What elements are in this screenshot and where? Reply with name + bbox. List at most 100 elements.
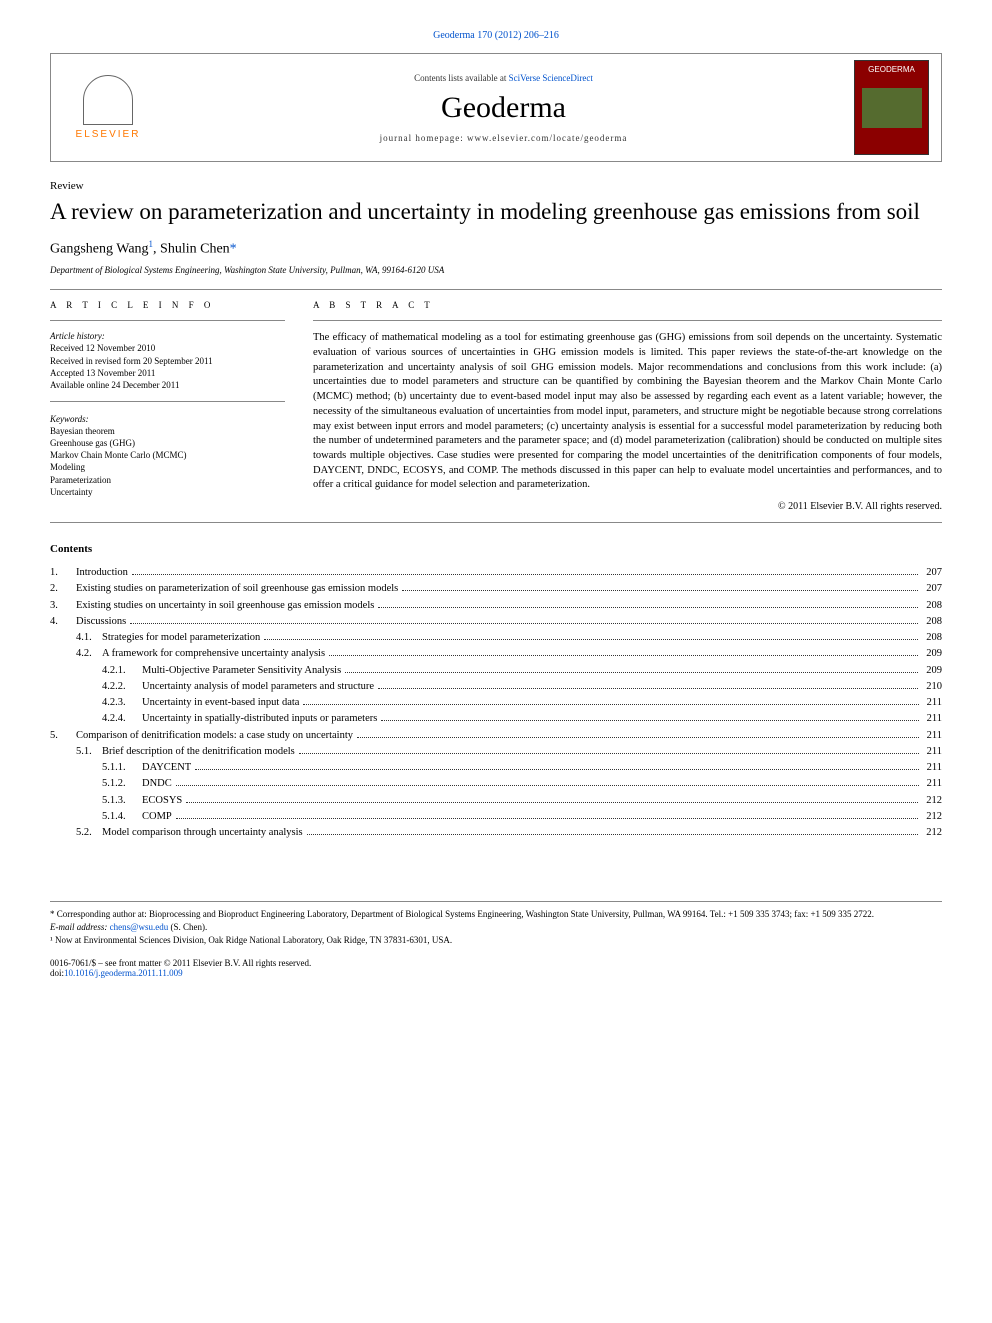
toc-page: 211	[923, 728, 942, 744]
toc-title: ECOSYS	[142, 793, 182, 809]
contents-available: Contents lists available at SciVerse Sci…	[153, 73, 854, 83]
toc-number: 5.1.3.	[50, 793, 142, 809]
toc-number: 5.2.	[50, 825, 102, 841]
toc-row: 3.Existing studies on uncertainty in soi…	[50, 598, 942, 614]
toc-number: 2.	[50, 581, 76, 597]
doi-link[interactable]: 10.1016/j.geoderma.2011.11.009	[64, 968, 183, 978]
header-center: Contents lists available at SciVerse Sci…	[153, 73, 854, 143]
toc-title: A framework for comprehensive uncertaint…	[102, 646, 325, 662]
abstract-col: A B S T R A C T The efficacy of mathemat…	[313, 300, 942, 512]
journal-homepage: journal homepage: www.elsevier.com/locat…	[153, 133, 854, 143]
cover-thumbnail: GEODERMA	[854, 60, 929, 155]
info-abstract-row: A R T I C L E I N F O Article history: R…	[50, 300, 942, 512]
email-label: E-mail address:	[50, 922, 110, 932]
toc-page: 207	[922, 565, 942, 581]
toc-title: Existing studies on parameterization of …	[76, 581, 398, 597]
cover-image-icon	[862, 88, 922, 128]
toc-row: 4.2.A framework for comprehensive uncert…	[50, 646, 942, 662]
toc-title: DNDC	[142, 776, 172, 792]
toc-row: 5.Comparison of denitrification models: …	[50, 728, 942, 744]
toc-page: 211	[923, 744, 942, 760]
email-line: E-mail address: chens@wsu.edu (S. Chen).	[50, 921, 942, 934]
toc-dots	[299, 753, 919, 754]
toc-number: 5.1.4.	[50, 809, 142, 825]
accepted-date: Accepted 13 November 2011	[50, 367, 285, 379]
toc-row: 5.2.Model comparison through uncertainty…	[50, 825, 942, 841]
toc-page: 208	[922, 598, 942, 614]
article-title: A review on parameterization and uncerta…	[50, 198, 942, 227]
toc-row: 4.2.3.Uncertainty in event-based input d…	[50, 695, 942, 711]
author-1-sup: 1	[149, 239, 154, 249]
info-divider-1	[50, 320, 285, 321]
toc-page: 208	[922, 630, 942, 646]
toc-number: 5.1.	[50, 744, 102, 760]
toc-title: Introduction	[76, 565, 128, 581]
toc-title: DAYCENT	[142, 760, 191, 776]
toc-number: 4.2.3.	[50, 695, 142, 711]
received-date: Received 12 November 2010	[50, 342, 285, 354]
abstract-header: A B S T R A C T	[313, 300, 942, 310]
toc-number: 3.	[50, 598, 76, 614]
keyword-4: Parameterization	[50, 474, 285, 486]
toc-title: Uncertainty in event-based input data	[142, 695, 299, 711]
toc-dots	[132, 574, 918, 575]
toc-page: 210	[922, 679, 942, 695]
toc-number: 4.1.	[50, 630, 102, 646]
toc-row: 4.2.2.Uncertainty analysis of model para…	[50, 679, 942, 695]
copyright: © 2011 Elsevier B.V. All rights reserved…	[313, 501, 942, 512]
toc-row: 5.1.3.ECOSYS 212	[50, 793, 942, 809]
email-link[interactable]: chens@wsu.edu	[110, 922, 169, 932]
toc-dots	[176, 818, 918, 819]
toc-dots	[176, 785, 919, 786]
journal-header: ELSEVIER Contents lists available at Sci…	[50, 53, 942, 162]
abstract-text: The efficacy of mathematical modeling as…	[313, 331, 942, 493]
elsevier-logo: ELSEVIER	[63, 63, 153, 153]
authors: Gangsheng Wang1, Shulin Chen*	[50, 239, 942, 258]
toc-dots	[307, 834, 919, 835]
toc-title: COMP	[142, 809, 172, 825]
toc-title: Multi-Objective Parameter Sensitivity An…	[142, 663, 341, 679]
elsevier-tree-icon	[83, 75, 133, 125]
toc-row: 4.2.4.Uncertainty in spatially-distribut…	[50, 711, 942, 727]
sciverse-link[interactable]: SciVerse ScienceDirect	[509, 73, 593, 83]
abstract-divider	[313, 320, 942, 321]
corresponding-author: * Corresponding author at: Bioprocessing…	[50, 908, 942, 921]
author-1: Gangsheng Wang	[50, 241, 149, 256]
toc-number: 4.2.4.	[50, 711, 142, 727]
toc-row: 4.2.1.Multi-Objective Parameter Sensitiv…	[50, 663, 942, 679]
toc-page: 211	[923, 695, 942, 711]
toc-title: Strategies for model parameterization	[102, 630, 260, 646]
toc-dots	[264, 639, 918, 640]
article-info-col: A R T I C L E I N F O Article history: R…	[50, 300, 285, 512]
toc-row: 5.1.Brief description of the denitrifica…	[50, 744, 942, 760]
journal-reference: Geoderma 170 (2012) 206–216	[50, 30, 942, 41]
toc-row: 5.1.2.DNDC211	[50, 776, 942, 792]
toc-dots	[195, 769, 918, 770]
toc-page: 212	[922, 793, 942, 809]
toc-page: 207	[922, 581, 942, 597]
keyword-1: Greenhouse gas (GHG)	[50, 437, 285, 449]
toc-title: Model comparison through uncertainty ana…	[102, 825, 303, 841]
affiliation: Department of Biological Systems Enginee…	[50, 265, 942, 275]
toc-number: 1.	[50, 565, 76, 581]
toc-page: 208	[922, 614, 942, 630]
toc-dots	[381, 720, 918, 721]
doi-line: doi:10.1016/j.geoderma.2011.11.009	[50, 968, 942, 978]
toc-dots	[303, 704, 918, 705]
footnote-1: ¹ Now at Environmental Sciences Division…	[50, 934, 942, 947]
toc-title: Comparison of denitrification models: a …	[76, 728, 353, 744]
email-suffix: (S. Chen).	[168, 922, 207, 932]
toc-number: 4.2.2.	[50, 679, 142, 695]
bottom-line: 0016-7061/$ – see front matter © 2011 El…	[50, 958, 942, 978]
toc-number: 5.1.1.	[50, 760, 142, 776]
toc-dots	[186, 802, 918, 803]
elsevier-text: ELSEVIER	[76, 129, 141, 140]
contents-header: Contents	[50, 543, 942, 555]
toc-row: 5.1.4.COMP212	[50, 809, 942, 825]
article-info-header: A R T I C L E I N F O	[50, 300, 285, 310]
toc-number: 4.	[50, 614, 76, 630]
contents-label: Contents lists available at	[414, 73, 508, 83]
post-abstract-divider	[50, 522, 942, 523]
toc-title: Brief description of the denitrification…	[102, 744, 295, 760]
online-date: Available online 24 December 2011	[50, 379, 285, 391]
